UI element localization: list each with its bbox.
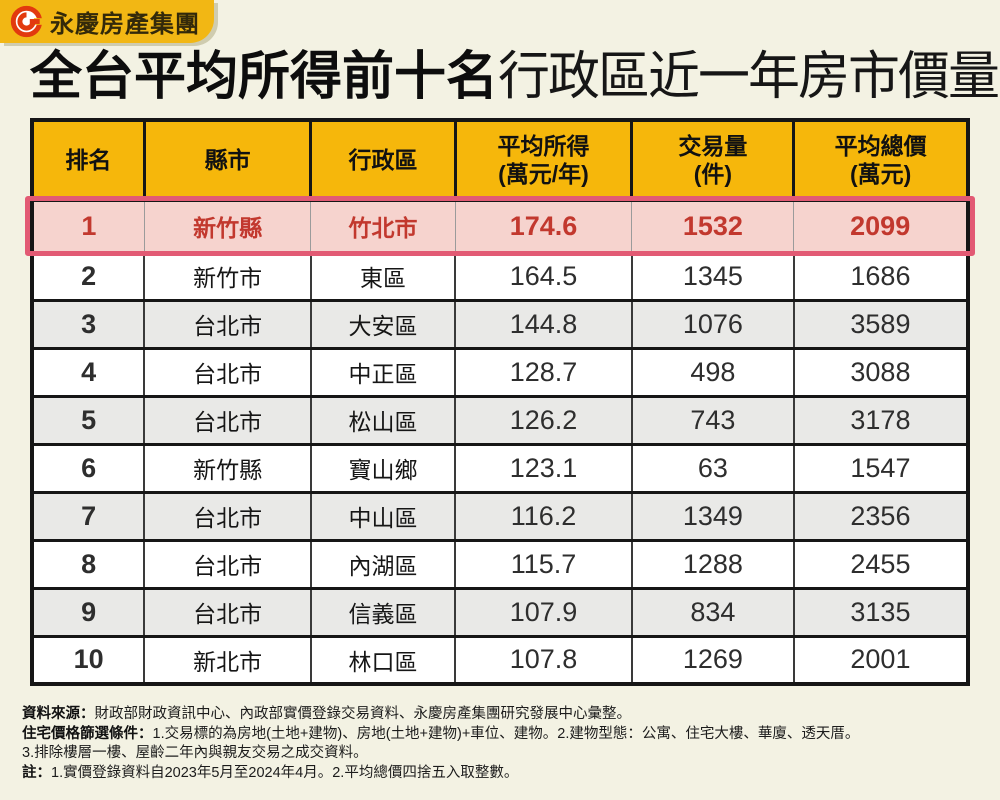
- rank-cell: 7: [30, 490, 146, 542]
- county-cell: 台北市: [143, 298, 312, 350]
- income-cell: 107.8: [454, 634, 633, 686]
- price-cell: 3088: [792, 346, 970, 398]
- header-income: 平均所得 (萬元/年): [453, 118, 634, 202]
- volume-cell: 1269: [630, 634, 795, 686]
- income-cell: 174.6: [454, 198, 633, 254]
- income-cell: 164.5: [454, 250, 633, 302]
- income-cell: 115.7: [454, 538, 633, 590]
- district-cell: 中山區: [309, 490, 457, 542]
- income-cell: 126.2: [454, 394, 633, 446]
- district-cell: 中正區: [309, 346, 457, 398]
- district-cell: 松山區: [309, 394, 457, 446]
- rank-cell: 10: [30, 634, 146, 686]
- title-regular-part: 行政區近一年房市價量: [498, 48, 1000, 106]
- income-cell: 107.9: [454, 586, 633, 638]
- price-cell: 3178: [792, 394, 970, 446]
- price-cell: 2099: [793, 198, 969, 254]
- county-cell: 台北市: [143, 490, 312, 542]
- rank-cell: 3: [30, 298, 146, 350]
- county-cell: 台北市: [143, 586, 312, 638]
- income-cell: 128.7: [454, 346, 633, 398]
- rank-cell: 4: [30, 346, 146, 398]
- volume-cell: 1345: [630, 250, 795, 302]
- rank-cell: 1: [31, 198, 145, 254]
- volume-cell: 498: [630, 346, 795, 398]
- county-cell: 新竹縣: [143, 198, 312, 254]
- district-cell: 信義區: [309, 586, 457, 638]
- district-cell: 內湖區: [309, 538, 457, 590]
- price-cell: 3135: [792, 586, 970, 638]
- table-row: 7 台北市 中山區 116.2 1349 2356: [30, 490, 970, 542]
- header-district: 行政區: [309, 118, 457, 202]
- county-cell: 台北市: [143, 394, 312, 446]
- footer-line-source: 資料來源：財政部財政資訊中心、內政部實價登錄交易資料、永慶房產集團研究發展中心彙…: [22, 706, 631, 722]
- footer-line-note: 註：1.實價登錄資料自2023年5月至2024年4月。2.平均總價四捨五入取整數…: [22, 764, 519, 781]
- volume-cell: 63: [630, 442, 795, 494]
- volume-cell: 834: [630, 586, 795, 638]
- district-cell: 東區: [309, 250, 457, 302]
- table-header: 排名 縣市 行政區 平均所得 (萬元/年) 交易量 (件) 平均總價 (萬元): [30, 118, 970, 202]
- table-row: 9 台北市 信義區 107.9 834 3135: [30, 586, 970, 638]
- footer-line-filter2: 3.排除樓層一樓、屋齡二年內與親友交易之成交資料。: [22, 745, 368, 761]
- price-cell: 1686: [792, 250, 970, 302]
- ranking-table: 排名 縣市 行政區 平均所得 (萬元/年) 交易量 (件) 平均總價 (萬元) 1 新竹…: [30, 118, 970, 686]
- county-cell: 台北市: [143, 346, 312, 398]
- table-body: 1 新竹縣 竹北市 174.6 1532 2099 2 新竹市 東區 164.5 1345 1686 3…: [30, 198, 970, 686]
- rank-cell: 2: [30, 250, 146, 302]
- brand-name: 永慶房產集團: [50, 11, 200, 38]
- title-bold-part: 全台平均所得前十名: [30, 48, 499, 106]
- volume-cell: 1349: [630, 490, 795, 542]
- footer-notes: 資料來源：財政部財政資訊中心、內政部實價登錄交易資料、永慶房產集團研究發展中心彙…: [22, 705, 982, 783]
- rank-cell: 8: [30, 538, 146, 590]
- header-volume: 交易量 (件): [630, 118, 796, 202]
- price-cell: 2356: [792, 490, 970, 542]
- county-cell: 新竹縣: [143, 442, 312, 494]
- volume-cell: 1076: [630, 298, 795, 350]
- table-row: 8 台北市 內湖區 115.7 1288 2455: [30, 538, 970, 590]
- header-rank: 排名: [30, 118, 146, 202]
- income-cell: 144.8: [454, 298, 633, 350]
- price-cell: 2001: [792, 634, 970, 686]
- table-row: 5 台北市 松山區 126.2 743 3178: [30, 394, 970, 446]
- district-cell: 寶山鄉: [309, 442, 457, 494]
- county-cell: 新北市: [143, 634, 312, 686]
- table-row: 4 台北市 中正區 128.7 498 3088: [30, 346, 970, 398]
- rank-cell: 5: [30, 394, 146, 446]
- page-title: 全台平均所得前十名行政區近一年房市價量: [30, 46, 1000, 108]
- table-row: 2 新竹市 東區 164.5 1345 1686: [30, 250, 970, 302]
- header-price: 平均總價 (萬元): [792, 118, 970, 202]
- income-cell: 123.1: [454, 442, 633, 494]
- brand-banner: 永慶房產集團: [0, 0, 214, 43]
- price-cell: 1547: [792, 442, 970, 494]
- price-cell: 2455: [792, 538, 970, 590]
- volume-cell: 1288: [630, 538, 795, 590]
- header-county: 縣市: [142, 118, 313, 202]
- rank-cell: 9: [30, 586, 146, 638]
- volume-cell: 1532: [631, 198, 795, 254]
- header-row: 排名 縣市 行政區 平均所得 (萬元/年) 交易量 (件) 平均總價 (萬元): [30, 118, 970, 202]
- table-row: 1 新竹縣 竹北市 174.6 1532 2099: [31, 198, 969, 254]
- volume-cell: 743: [630, 394, 795, 446]
- price-cell: 3589: [792, 298, 970, 350]
- county-cell: 台北市: [143, 538, 312, 590]
- rank-cell: 6: [30, 442, 146, 494]
- table-row: 6 新竹縣 寶山鄉 123.1 63 1547: [30, 442, 970, 494]
- table-row: 3 台北市 大安區 144.8 1076 3589: [30, 298, 970, 350]
- district-cell: 竹北市: [310, 198, 456, 254]
- yungching-logo-icon: [10, 5, 43, 38]
- district-cell: 林口區: [309, 634, 457, 686]
- county-cell: 新竹市: [143, 250, 312, 302]
- district-cell: 大安區: [309, 298, 457, 350]
- income-cell: 116.2: [454, 490, 633, 542]
- table-row: 10 新北市 林口區 107.8 1269 2001: [30, 634, 970, 686]
- footer-line-filter: 住宅價格篩選條件：1.交易標的為房地(土地+建物)、房地(土地+建物)+車位、建…: [22, 725, 860, 742]
